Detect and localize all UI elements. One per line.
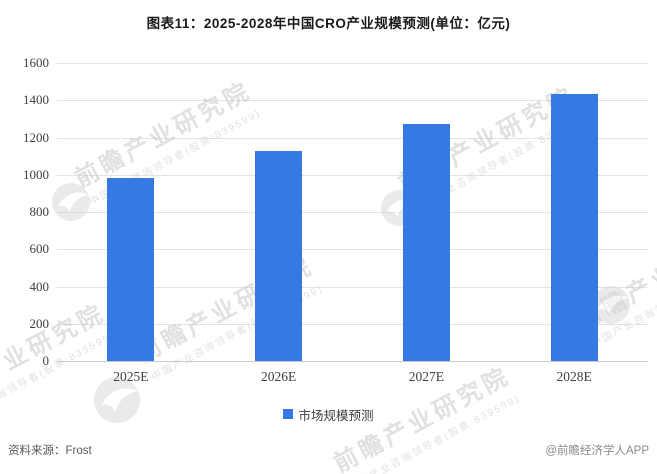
source-label: 资料来源：Frost [8,445,92,457]
y-tick-label: 1400 [23,92,49,108]
x-tick-label: 2026E [261,369,297,384]
footer: 资料来源：Frost @前瞻经济学人APP [0,442,657,458]
watermark-sub-text: 中国产业咨询领导者(股票:839599) [346,392,523,474]
gridline [57,137,648,139]
bar-2026E [255,151,303,361]
x-tick-label: 2025E [113,369,149,384]
y-tick-label: 200 [29,315,50,331]
chart-title: 图表11：2025-2028年中国CRO产业规模预测(单位：亿元) [146,16,511,31]
y-tick-label: 1200 [23,129,49,145]
y-tick-label: 400 [29,278,50,294]
legend-swatch [283,409,294,419]
y-tick-label: 800 [29,204,50,219]
y-tick-label: 1600 [23,55,49,70]
gridline [57,286,648,288]
plot-area [57,63,648,362]
gridline [57,212,648,213]
x-axis-line [57,361,648,362]
bar-2028E [550,93,598,361]
gridline [57,63,648,64]
y-tick-label: 1000 [23,166,49,182]
legend-label: 市场规模预测 [298,408,374,423]
gridline [57,249,648,251]
gridline [57,323,648,325]
gridline [57,174,648,176]
brand-label: @前瞻经济学人APP [545,445,649,457]
y-tick-label: 600 [29,241,50,257]
x-tick-label: 2027E [408,369,444,384]
gridline [57,100,648,102]
legend: 市场规模预测 [0,405,657,423]
bar-2025E [107,177,155,361]
bar-2027E [402,124,450,361]
y-tick-label: 0 [42,353,50,368]
x-tick-label: 2028E [556,369,592,384]
